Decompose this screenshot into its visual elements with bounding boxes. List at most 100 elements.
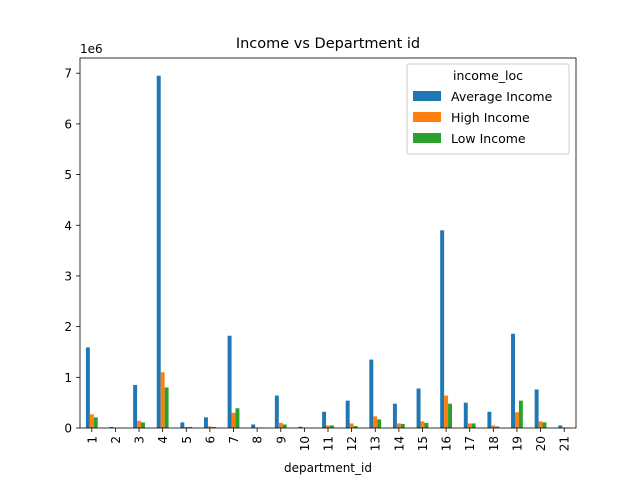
bar — [538, 421, 543, 428]
bar — [156, 75, 161, 429]
bar — [188, 426, 193, 428]
bar — [207, 426, 212, 428]
bar — [204, 417, 208, 428]
bar — [89, 414, 94, 428]
bar — [424, 422, 429, 428]
bar — [93, 417, 98, 428]
x-axis-label: department_id — [284, 461, 372, 475]
bar — [416, 388, 421, 428]
x-tick-label: 12 — [345, 436, 359, 451]
x-tick-label: 16 — [440, 436, 454, 451]
x-tick-label: 20 — [534, 436, 548, 451]
bar — [396, 423, 401, 428]
y-multiplier-label: 1e6 — [80, 42, 103, 56]
bar — [444, 395, 449, 428]
bar — [511, 333, 515, 428]
legend-box — [406, 63, 570, 155]
y-tick-label: 6 — [64, 117, 72, 131]
x-tick-label: 3 — [133, 436, 147, 444]
bar — [141, 422, 145, 428]
y-tick-label: 7 — [64, 67, 72, 81]
plot-frame — [79, 57, 577, 429]
x-tick-label: 21 — [558, 436, 572, 451]
bar — [231, 412, 236, 428]
bar — [542, 422, 547, 428]
bar — [282, 424, 287, 428]
bar — [495, 426, 500, 428]
bar — [322, 411, 327, 428]
bar — [392, 403, 397, 428]
legend-swatch — [413, 112, 441, 122]
x-tick-label: 19 — [510, 436, 524, 451]
x-tick-label: 15 — [416, 436, 430, 451]
legend-label: Average Income — [451, 89, 553, 104]
bar — [211, 426, 216, 428]
legend-swatch — [413, 91, 441, 101]
bar — [440, 230, 445, 428]
x-axis: 1 2 3 4 5 6 7 8 9 10 11 12 13 14 15 16 17 18 19 20 21 — [85, 428, 572, 451]
x-tick-label: 10 — [298, 436, 312, 451]
bar — [345, 400, 350, 428]
bar — [353, 425, 358, 428]
x-tick-label: 2 — [109, 436, 123, 444]
bar — [329, 425, 334, 428]
legend-title: income_loc — [453, 68, 523, 83]
chart-title: Income vs Department id — [236, 36, 420, 52]
bar — [558, 425, 563, 428]
x-tick-label: 11 — [322, 436, 336, 451]
x-tick-label: 4 — [156, 436, 170, 444]
x-tick-label: 7 — [227, 436, 241, 444]
x-tick-label: 5 — [180, 436, 194, 444]
bar — [235, 408, 240, 428]
bar — [251, 424, 256, 428]
y-tick-label: 5 — [64, 168, 72, 182]
x-tick-label: 17 — [463, 436, 477, 451]
bar — [514, 412, 519, 428]
y-tick-label: 0 — [64, 422, 72, 436]
legend-label: Low Income — [451, 131, 526, 146]
legend-label: High Income — [451, 110, 530, 125]
bar — [369, 359, 374, 428]
y-axis: 0 1 2 3 4 5 6 7 — [64, 67, 80, 436]
bar — [518, 400, 523, 428]
x-tick-label: 9 — [274, 436, 288, 444]
bar — [164, 387, 169, 428]
bar — [227, 335, 232, 428]
x-tick-label: 14 — [392, 436, 406, 451]
bar — [109, 426, 114, 428]
bar — [180, 422, 185, 428]
legend: income_loc Average Income High Income Low … — [406, 63, 570, 155]
bars-group — [85, 75, 571, 429]
y-tick-label: 4 — [64, 219, 72, 233]
y-tick-label: 1 — [64, 371, 72, 385]
bar — [400, 423, 405, 428]
bar — [534, 389, 539, 428]
bar — [326, 425, 330, 428]
bar — [137, 420, 142, 428]
bar — [349, 423, 354, 428]
bar — [467, 423, 472, 428]
x-tick-label: 8 — [251, 436, 265, 444]
x-tick-label: 18 — [487, 436, 501, 451]
bar — [160, 372, 165, 428]
bar — [471, 423, 476, 428]
bar — [274, 395, 279, 428]
bar — [373, 416, 378, 428]
bar — [448, 403, 452, 428]
bar — [278, 422, 283, 428]
bar — [377, 419, 382, 428]
bar — [491, 425, 496, 428]
bar — [463, 402, 468, 428]
x-tick-label: 13 — [369, 436, 383, 451]
bar — [298, 426, 303, 428]
bar — [133, 384, 138, 428]
x-tick-label: 1 — [85, 436, 99, 444]
y-tick-label: 2 — [64, 320, 72, 334]
y-tick-label: 3 — [64, 269, 72, 283]
bar — [184, 426, 189, 428]
x-tick-label: 6 — [203, 436, 217, 444]
legend-swatch — [413, 133, 441, 143]
bar — [420, 421, 425, 428]
bar — [85, 347, 90, 428]
